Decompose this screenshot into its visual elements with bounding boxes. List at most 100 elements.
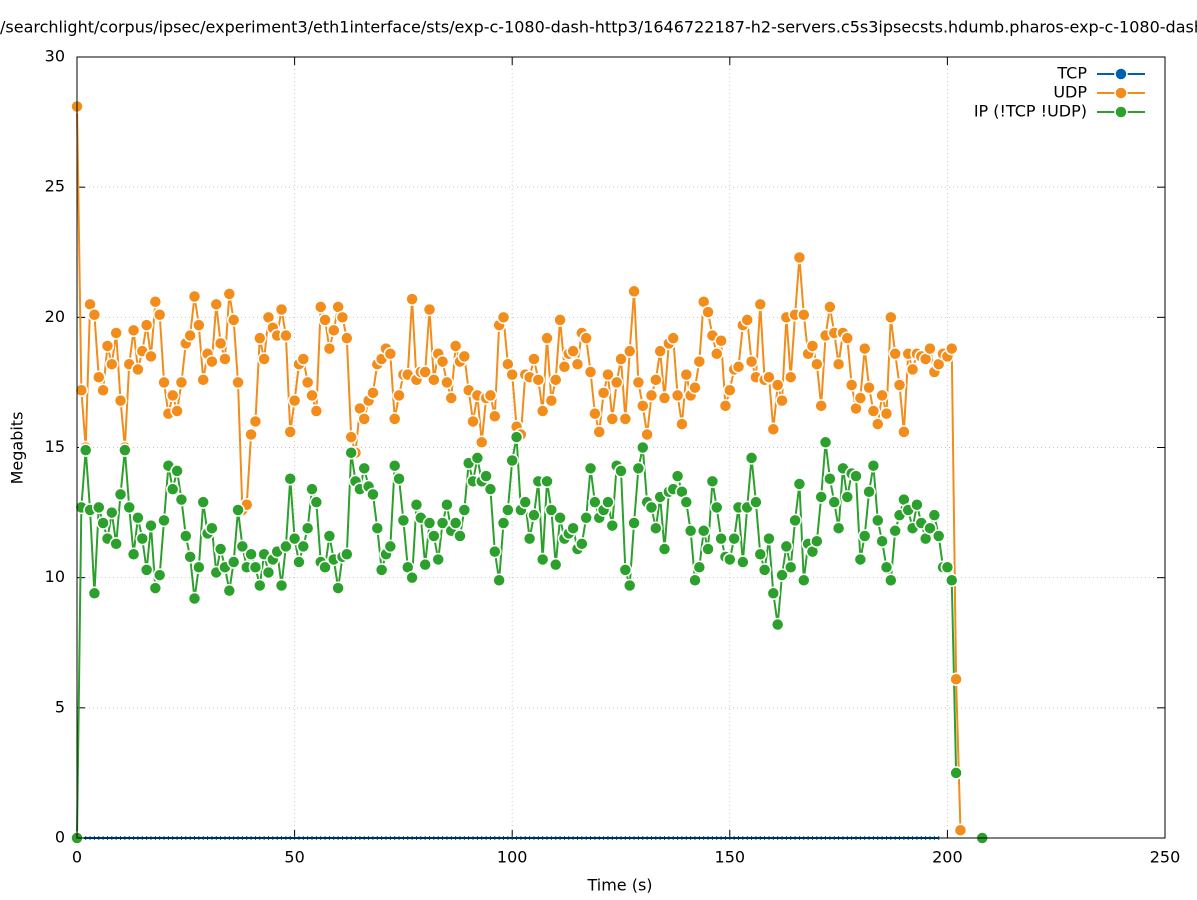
- point: [192, 560, 206, 575]
- point: [100, 339, 115, 353]
- point: [327, 323, 341, 338]
- point: [592, 425, 606, 439]
- point: [866, 458, 881, 473]
- point: [688, 573, 702, 588]
- point: [118, 443, 132, 457]
- point: [744, 451, 759, 465]
- point: [945, 573, 959, 588]
- point: [609, 375, 624, 390]
- point: [705, 474, 720, 489]
- point: [670, 469, 685, 483]
- y-axis-label: Megabits: [8, 412, 27, 485]
- point: [505, 367, 519, 382]
- point: [583, 461, 598, 476]
- point: [857, 341, 872, 356]
- point: [357, 412, 371, 426]
- legend-marker: [1114, 86, 1128, 100]
- point: [814, 399, 828, 413]
- point: [422, 302, 437, 317]
- point: [535, 552, 550, 567]
- point: [588, 495, 602, 509]
- point: [884, 310, 898, 325]
- point: [527, 352, 541, 366]
- point: [448, 339, 463, 353]
- point: [488, 409, 502, 424]
- point: [435, 354, 450, 369]
- point: [840, 490, 855, 504]
- point: [409, 498, 424, 512]
- point: [157, 375, 171, 390]
- point: [196, 373, 210, 387]
- legend-label: TCP: [1056, 64, 1087, 83]
- point: [679, 495, 694, 509]
- point: [387, 412, 402, 426]
- point: [566, 521, 580, 535]
- point: [457, 349, 472, 364]
- point: [205, 521, 219, 535]
- point: [509, 430, 524, 444]
- point: [309, 495, 324, 509]
- point: [366, 386, 380, 400]
- point: [122, 500, 136, 515]
- x-axis-label: Time (s): [586, 876, 652, 895]
- point: [496, 310, 511, 325]
- point: [131, 362, 145, 377]
- point: [340, 331, 354, 345]
- point: [244, 427, 258, 442]
- point: [579, 511, 593, 525]
- point: [440, 498, 454, 512]
- point: [740, 313, 754, 327]
- point: [871, 417, 885, 431]
- point: [749, 495, 763, 509]
- point: [222, 287, 237, 301]
- point: [366, 487, 380, 502]
- point: [392, 388, 406, 403]
- point: [340, 547, 354, 561]
- point: [783, 370, 798, 384]
- point: [810, 357, 824, 371]
- point: [775, 393, 789, 408]
- point: [675, 417, 689, 431]
- point: [322, 529, 337, 543]
- point: [213, 542, 228, 556]
- point: [927, 508, 942, 522]
- point: [109, 537, 123, 551]
- point: [144, 518, 158, 533]
- point: [296, 352, 311, 366]
- point: [753, 547, 768, 561]
- point: [583, 365, 598, 379]
- point: [805, 339, 820, 353]
- legend-marker: [1114, 105, 1128, 119]
- point: [770, 378, 785, 392]
- point: [283, 425, 297, 439]
- point: [692, 560, 707, 575]
- point: [931, 529, 946, 543]
- point: [257, 352, 271, 366]
- point: [614, 352, 628, 366]
- point: [818, 435, 833, 450]
- point: [148, 581, 163, 595]
- point: [888, 524, 902, 538]
- point: [109, 326, 123, 340]
- point: [96, 383, 110, 397]
- point: [792, 250, 807, 265]
- point: [614, 464, 628, 478]
- point: [714, 531, 728, 546]
- y-tick-label: 15: [45, 437, 65, 456]
- point: [527, 508, 541, 522]
- legend-marker: [1114, 67, 1128, 81]
- plot-border: [76, 56, 1166, 839]
- point: [87, 307, 102, 322]
- point: [165, 388, 180, 403]
- point: [579, 331, 593, 345]
- point: [949, 672, 963, 686]
- point: [479, 469, 493, 483]
- point: [418, 557, 432, 572]
- x-tick-label: 100: [497, 848, 528, 867]
- point: [605, 412, 620, 426]
- point: [92, 500, 106, 515]
- point: [518, 495, 533, 509]
- point: [248, 414, 263, 429]
- point: [888, 347, 902, 361]
- point: [657, 542, 672, 556]
